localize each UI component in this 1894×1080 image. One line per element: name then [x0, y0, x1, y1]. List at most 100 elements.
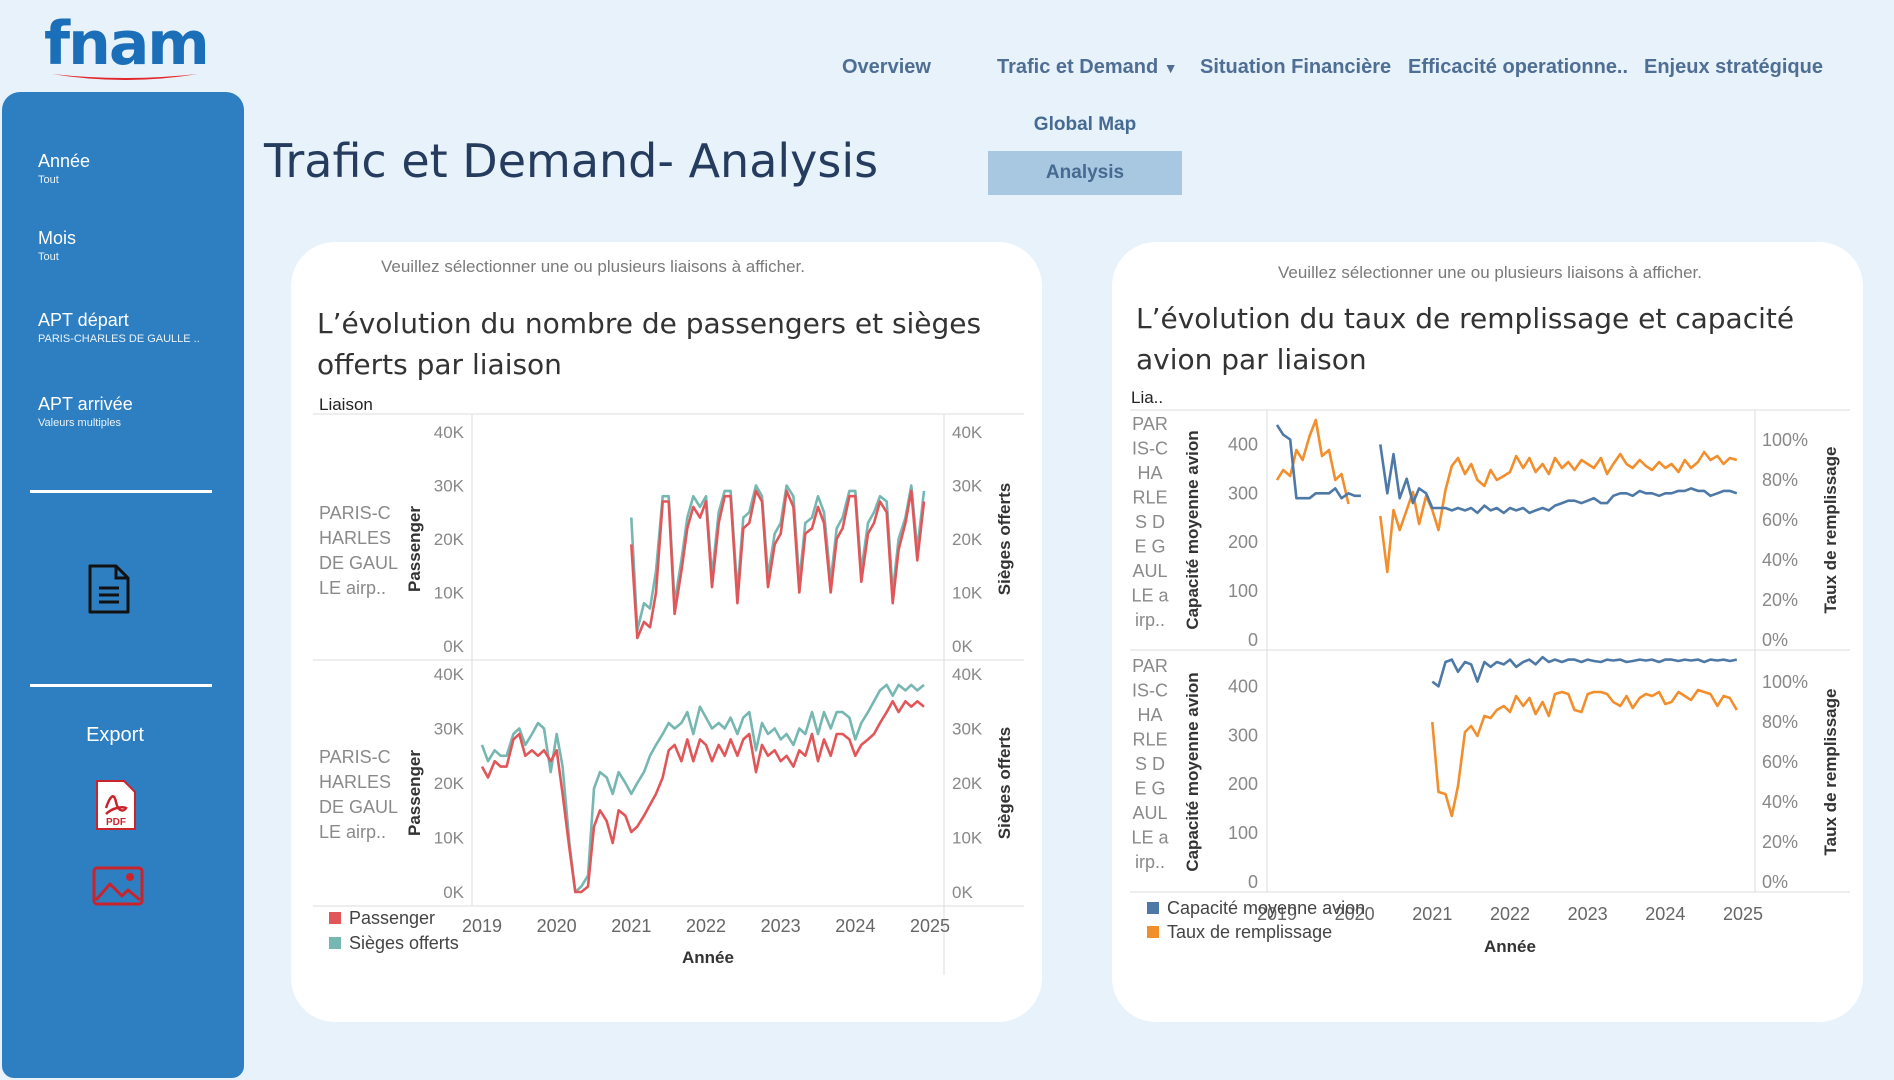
sidebar-divider — [30, 684, 212, 687]
logo-swoosh-icon — [52, 74, 198, 80]
x-tick-label: 2019 — [1257, 904, 1297, 924]
pdf-export-icon[interactable]: PDF — [94, 778, 138, 832]
series-line-capacite — [1275, 424, 1738, 515]
row-header: Lia.. — [1131, 388, 1163, 407]
series-line-taux-remplissage — [1431, 688, 1738, 818]
y-tick-label: 10K — [952, 584, 983, 603]
filter-mois-value: Tout — [38, 251, 59, 263]
y-tick-label: 20K — [952, 530, 983, 549]
y-tick-label: 40% — [1762, 550, 1798, 570]
filter-apt-arrivee-label: APT arrivée — [38, 394, 133, 414]
row-label: IS-C — [1132, 439, 1168, 459]
y-tick-label: 300 — [1228, 483, 1258, 503]
y-tick-label: 60% — [1762, 510, 1798, 530]
x-tick-label: 2022 — [686, 916, 726, 936]
row-label: AUL — [1132, 561, 1167, 581]
filter-apt-depart[interactable]: APT départ PARIS-CHARLES DE GAULLE .. — [38, 309, 200, 345]
y-tick-label: 40K — [434, 665, 465, 684]
legend-label: Taux de remplissage — [1167, 922, 1332, 942]
filter-annee[interactable]: Année Tout — [38, 150, 90, 186]
document-icon[interactable] — [86, 562, 132, 616]
nav-situation-financiere[interactable]: Situation Financière — [1200, 56, 1392, 78]
filter-apt-depart-label: APT départ — [38, 310, 129, 330]
row-label: S D — [1135, 754, 1165, 774]
series-line-passenger — [480, 700, 925, 894]
chart-title-line1: L’évolution du nombre de passengers et s… — [317, 307, 982, 340]
row-label: E G — [1134, 537, 1165, 557]
submenu-global-map[interactable]: Global Map — [1033, 114, 1137, 135]
x-axis-label: Année — [682, 948, 734, 967]
y-tick-label: 100 — [1228, 581, 1258, 601]
filter-annee-value: Tout — [38, 174, 59, 186]
filter-mois[interactable]: Mois Tout — [38, 227, 76, 263]
legend-swatch-passenger — [329, 912, 341, 924]
legend-swatch-capacite — [1147, 902, 1159, 914]
page-title: Trafic et Demand- Analysis — [264, 134, 879, 188]
legend-label: Passenger — [349, 908, 435, 928]
y-tick-label: 0K — [952, 883, 973, 902]
nav-efficacite-operationnelle[interactable]: Efficacité operationne.. — [1408, 56, 1629, 78]
y-tick-label: 0 — [1248, 630, 1258, 650]
nav-enjeux-strategique[interactable]: Enjeux stratégique — [1644, 56, 1823, 78]
row-label: LE a — [1131, 828, 1169, 848]
row-label: S D — [1135, 512, 1165, 532]
y-axis-label: Capacité moyenne avion — [1183, 672, 1202, 871]
y-axis-label: Taux de remplissage — [1821, 447, 1840, 614]
y-tick-label: 10K — [952, 829, 983, 848]
y-tick-label: 100 — [1228, 823, 1258, 843]
y-tick-label: 0% — [1762, 630, 1788, 650]
chart-title-line2: avion par liaison — [1136, 343, 1367, 376]
x-tick-label: 2025 — [910, 916, 950, 936]
nav-trafic-demand-label: Trafic et Demand — [997, 56, 1159, 78]
selection-hint: Veuillez sélectionner une ou plusieurs l… — [381, 257, 806, 276]
row-label: DE GAUL — [319, 553, 398, 573]
nav-overview[interactable]: Overview — [842, 56, 931, 78]
y-tick-label: 200 — [1228, 774, 1258, 794]
legend-label: Sièges offerts — [349, 933, 459, 953]
y-axis-label: Capacité moyenne avion — [1183, 430, 1202, 629]
submenu-analysis[interactable]: Analysis — [988, 151, 1182, 195]
chart-title: L’évolution du taux de remplissage et ca… — [1136, 298, 1794, 380]
y-tick-label: 0K — [443, 883, 464, 902]
filter-apt-depart-value: PARIS-CHARLES DE GAULLE .. — [38, 333, 200, 345]
x-tick-label: 2020 — [1335, 904, 1375, 924]
chart-title: L’évolution du nombre de passengers et s… — [317, 303, 981, 385]
y-tick-label: 30K — [952, 477, 983, 496]
row-label: irp.. — [1135, 610, 1165, 630]
chevron-down-icon: ▼ — [1163, 60, 1178, 76]
y-tick-label: 20K — [952, 774, 983, 793]
row-label: LE airp.. — [319, 822, 386, 842]
x-tick-label: 2023 — [761, 916, 801, 936]
image-export-icon[interactable] — [92, 866, 144, 906]
selection-hint: Veuillez sélectionner une ou plusieurs l… — [1278, 263, 1703, 282]
y-tick-label: 60% — [1762, 752, 1798, 772]
x-tick-label: 2024 — [1645, 904, 1685, 924]
x-tick-label: 2020 — [537, 916, 577, 936]
row-label: E G — [1134, 779, 1165, 799]
series-line-sieges-offerts — [480, 683, 925, 894]
x-tick-label: 2025 — [1723, 904, 1763, 924]
y-axis-label: Sièges offerts — [995, 483, 1014, 595]
chart-card-passengers — [291, 242, 1042, 1022]
y-tick-label: 40K — [952, 423, 983, 442]
filter-apt-arrivee[interactable]: APT arrivée Valeurs multiples — [38, 393, 133, 429]
legend-label: Capacité moyenne avion — [1167, 898, 1365, 918]
y-tick-label: 20K — [434, 774, 465, 793]
series-line-sieges-offerts — [630, 484, 926, 632]
nav-trafic-demand[interactable]: Trafic et Demand ▼ — [997, 56, 1178, 79]
row-label: HA — [1137, 463, 1162, 483]
filter-mois-label: Mois — [38, 228, 77, 248]
y-tick-label: 80% — [1762, 712, 1798, 732]
y-tick-label: 0K — [952, 637, 973, 656]
series-line-passenger — [630, 489, 926, 640]
x-tick-label: 2022 — [1490, 904, 1530, 924]
export-label: Export — [86, 724, 144, 746]
y-tick-label: 400 — [1228, 676, 1258, 696]
x-tick-label: 2023 — [1568, 904, 1608, 924]
x-axis-label: Année — [1484, 937, 1536, 956]
y-tick-label: 30K — [434, 477, 465, 496]
row-label: PARIS-C — [319, 747, 391, 767]
fnam-logo: fnam — [44, 8, 210, 88]
